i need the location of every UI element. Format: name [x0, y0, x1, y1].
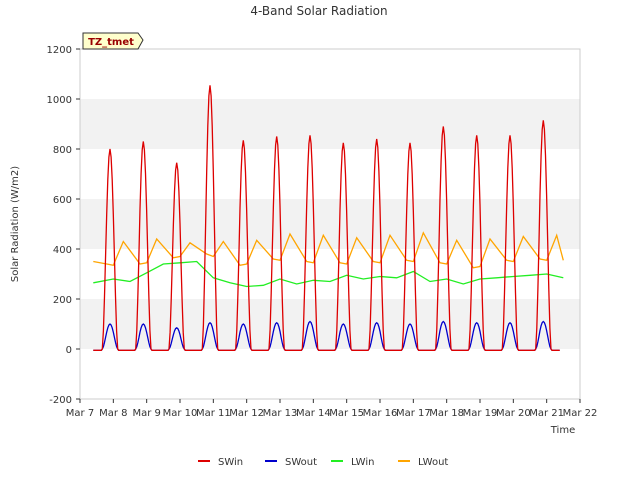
x-tick-label: Mar 19	[463, 408, 498, 419]
grid-band	[80, 249, 580, 299]
grid-band	[80, 199, 580, 249]
y-tick-label: 1200	[47, 45, 72, 56]
grid-band	[80, 99, 580, 149]
x-tick-label: Mar 14	[296, 408, 331, 419]
x-tick-label: Mar 22	[563, 408, 598, 419]
x-tick-label: Mar 8	[99, 408, 127, 419]
y-axis-title: Solar Radiation (W/m2)	[10, 166, 21, 282]
grid-band	[80, 49, 580, 99]
legend-label-lwin: LWin	[351, 457, 374, 468]
x-tick-label: Mar 9	[132, 408, 160, 419]
grid-band	[80, 299, 580, 349]
plot-frame	[79, 48, 581, 400]
legend-label-lwout: LWout	[418, 457, 448, 468]
x-tick-label: Mar 16	[363, 408, 398, 419]
x-tick-label: Mar 21	[529, 408, 564, 419]
x-tick-label: Mar 13	[263, 408, 298, 419]
legend: SWin SWout LWin LWout	[198, 457, 448, 468]
x-tick-label: Mar 11	[196, 408, 231, 419]
grid-band	[80, 149, 580, 199]
legend-label-swout: SWout	[285, 457, 317, 468]
y-tick-label: 400	[53, 245, 72, 256]
y-axis-ticks: -200 0 200 400 600 800 1000 1200	[47, 45, 80, 406]
y-tick-label: 1000	[47, 95, 72, 106]
y-tick-label: 600	[53, 195, 72, 206]
chart-title: 4-Band Solar Radiation	[250, 4, 387, 18]
grid-band	[80, 349, 580, 399]
plot-series	[93, 85, 564, 351]
series-line-lwin	[93, 260, 564, 288]
site-label-box: TZ_tmet	[82, 32, 144, 50]
x-tick-label: Mar 18	[429, 408, 464, 419]
series-line-swin	[93, 85, 560, 351]
site-label: TZ_tmet	[88, 37, 134, 48]
y-tick-label: -200	[49, 395, 72, 406]
y-tick-label: 800	[53, 145, 72, 156]
x-axis-title: Time	[550, 425, 575, 436]
x-tick-label: Mar 15	[329, 408, 364, 419]
site-label-shape	[82, 32, 144, 50]
x-tick-label: Mar 20	[496, 408, 531, 419]
plot-bands	[80, 49, 580, 399]
x-tick-label: Mar 7	[66, 408, 94, 419]
x-tick-label: Mar 10	[163, 408, 198, 419]
y-tick-label: 0	[66, 345, 72, 356]
legend-label-swin: SWin	[218, 457, 243, 468]
series-line-lwout	[93, 231, 564, 269]
y-tick-label: 200	[53, 295, 72, 306]
x-tick-label: Mar 12	[229, 408, 264, 419]
x-tick-label: Mar 17	[396, 408, 431, 419]
